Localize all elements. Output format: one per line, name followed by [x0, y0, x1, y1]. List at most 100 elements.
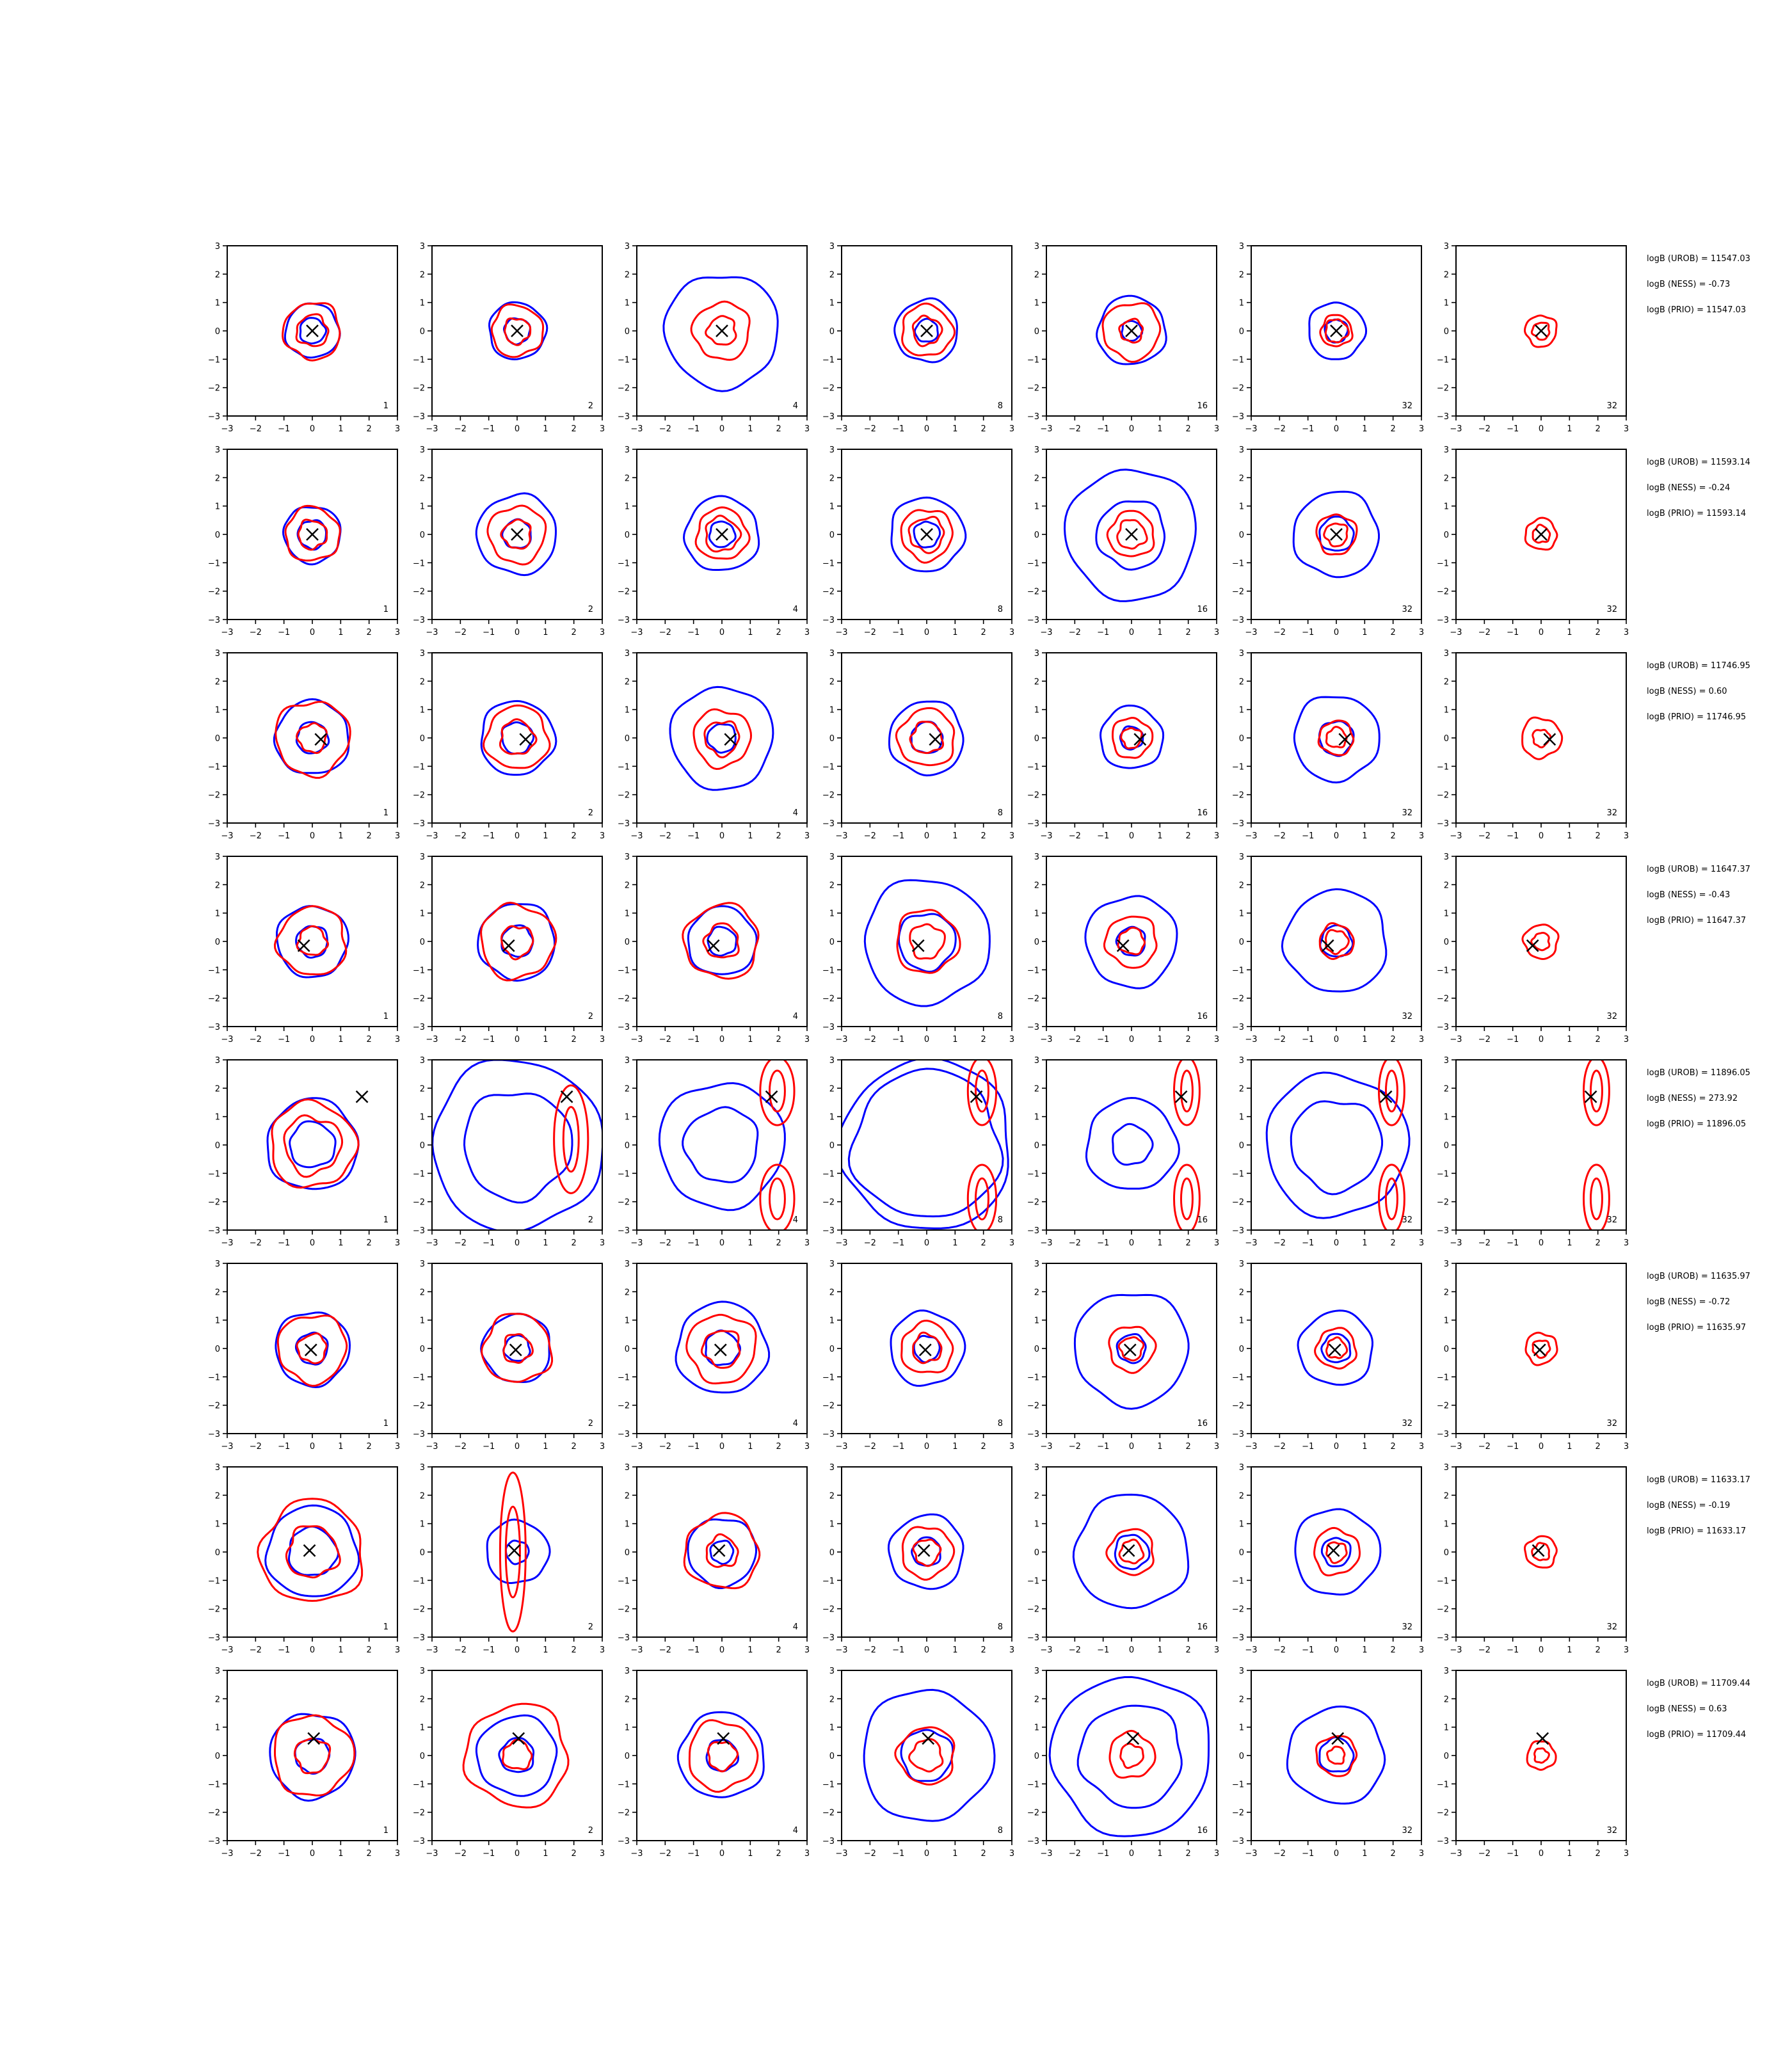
- contour-layer: [669, 685, 774, 791]
- x-tick-label: −3: [426, 831, 438, 841]
- x-tick-label: 1: [543, 1238, 548, 1248]
- y-tick-label: 1: [215, 1520, 220, 1530]
- red-contour: [1530, 932, 1551, 952]
- y-axis: 3 2 1 0 −1 −2 −3: [822, 1667, 842, 1846]
- x-axis: −3 −2 −1 0 1 2 3: [1450, 1841, 1629, 1859]
- panel-count-label: 1: [383, 1826, 388, 1836]
- y-tick-label: 1: [829, 1316, 835, 1326]
- red-contour: [759, 1164, 796, 1230]
- y-tick-label: 3: [215, 1463, 220, 1473]
- x-tick-label: 0: [924, 628, 929, 637]
- panel-count-label: 32: [1606, 1419, 1617, 1428]
- x-axis: −3 −2 −1 0 1 2 3: [1245, 1027, 1424, 1044]
- y-axis: 3 2 1 0 −1 −2 −3: [208, 445, 227, 625]
- x-tick-label: −3: [835, 1238, 847, 1248]
- x-axis: −3 −2 −1 0 1 2 3: [1040, 1841, 1219, 1859]
- x-tick-label: 2: [1186, 1849, 1191, 1859]
- y-axis: 3 2 1 0 −1 −2 −3: [618, 649, 637, 829]
- x-tick-label: 1: [1157, 1849, 1162, 1859]
- panel-r8-c5: −3 −2 −1 0 1 2 3 3 2 1 0 −1 −2 −3 16: [1027, 1667, 1219, 1859]
- y-tick-label: 3: [1444, 852, 1449, 862]
- x-tick-label: 3: [1419, 1645, 1424, 1655]
- y-tick-label: −1: [1437, 1169, 1449, 1179]
- y-tick-label: 1: [1034, 299, 1039, 308]
- y-tick-label: −3: [208, 819, 220, 829]
- y-axis: 3 2 1 0 −1 −2 −3: [413, 1260, 432, 1439]
- y-tick-label: 3: [420, 445, 425, 455]
- blue-contour: [847, 1068, 1004, 1218]
- y-tick-label: −2: [618, 1402, 630, 1411]
- panel-count-label: 4: [793, 1419, 798, 1428]
- y-axis: 3 2 1 0 −1 −2 −3: [822, 649, 842, 829]
- y-tick-label: −1: [1437, 355, 1449, 365]
- y-tick-label: −3: [1437, 616, 1449, 625]
- x-tick-label: 0: [515, 1645, 520, 1655]
- axes-frame: [841, 652, 1012, 824]
- true-point-marker: [1533, 1343, 1546, 1357]
- panel-count-label: 4: [793, 1826, 798, 1836]
- y-tick-label: 3: [625, 649, 630, 659]
- blue-contour: [1286, 1705, 1386, 1805]
- blue-contour: [1265, 1071, 1411, 1219]
- y-tick-label: −3: [822, 412, 835, 422]
- x-tick-label: −1: [278, 424, 290, 434]
- red-contour: [296, 1332, 328, 1364]
- y-tick-label: 3: [420, 1463, 425, 1473]
- y-tick-label: 1: [829, 706, 835, 716]
- x-tick-label: 2: [776, 1238, 781, 1248]
- axes-frame: [227, 856, 398, 1027]
- panel-r7-c5: −3 −2 −1 0 1 2 3 3 2 1 0 −1 −2 −3 16: [1027, 1463, 1219, 1655]
- y-tick-label: −1: [208, 966, 220, 975]
- panel-r4-c1: −3 −2 −1 0 1 2 3 3 2 1 0 −1 −2 −3 1: [208, 852, 400, 1044]
- x-tick-label: −2: [250, 1442, 262, 1452]
- x-tick-label: −2: [1274, 628, 1286, 637]
- contour-layer: [1524, 516, 1558, 551]
- axes-frame: [1046, 1670, 1217, 1841]
- x-tick-label: 1: [748, 1035, 753, 1044]
- x-tick-label: 1: [338, 1849, 343, 1859]
- y-tick-label: 3: [1444, 1667, 1449, 1676]
- y-tick-label: 2: [215, 1695, 220, 1704]
- y-tick-label: 1: [829, 909, 835, 919]
- y-tick-label: 0: [1444, 1752, 1449, 1761]
- logb-annotation-row-5: logB (UROB) = 11896.05 logB (NESS) = 273.…: [1647, 1068, 1750, 1129]
- panel-r6-c1: −3 −2 −1 0 1 2 3 3 2 1 0 −1 −2 −3 1: [208, 1260, 400, 1452]
- red-contour: [1106, 509, 1155, 557]
- x-tick-label: −1: [1302, 1645, 1314, 1655]
- x-tick-label: −2: [864, 1238, 876, 1248]
- y-tick-label: 2: [1239, 474, 1244, 483]
- y-tick-label: 1: [829, 1724, 835, 1733]
- red-contour: [1118, 1539, 1145, 1565]
- panel-count-label: 16: [1197, 401, 1208, 411]
- x-axis: −3 −2 −1 0 1 2 3: [1450, 620, 1629, 637]
- x-tick-label: −1: [278, 831, 290, 841]
- y-axis: 3 2 1 0 −1 −2 −3: [1232, 1667, 1251, 1846]
- x-tick-label: 0: [1129, 1645, 1134, 1655]
- y-tick-label: −2: [208, 588, 220, 597]
- y-tick-label: −2: [1232, 1605, 1244, 1615]
- x-tick-label: 1: [1157, 628, 1162, 637]
- y-tick-label: 2: [215, 1288, 220, 1297]
- x-axis: −3 −2 −1 0 1 2 3: [630, 416, 810, 434]
- x-tick-label: 2: [367, 1645, 372, 1655]
- contour-layer: [486, 1471, 551, 1633]
- x-tick-label: −3: [221, 831, 233, 841]
- x-tick-label: −1: [1302, 1035, 1314, 1044]
- blue-contour: [289, 1120, 337, 1169]
- axes-frame: [1455, 856, 1627, 1027]
- x-axis: −3 −2 −1 0 1 2 3: [835, 1230, 1014, 1248]
- panel-count-label: 8: [998, 1215, 1003, 1225]
- contour-layer: [266, 1097, 360, 1190]
- y-tick-label: −2: [413, 588, 425, 597]
- y-tick-label: −2: [1437, 384, 1449, 394]
- panel-count-label: 1: [383, 1419, 388, 1428]
- y-tick-label: −3: [1027, 1226, 1039, 1236]
- x-tick-label: 1: [1567, 1442, 1572, 1452]
- red-contour: [1531, 1542, 1550, 1562]
- x-tick-label: 2: [1391, 628, 1396, 637]
- y-tick-label: 1: [1239, 1316, 1244, 1326]
- red-contour: [504, 317, 532, 346]
- contour-layer: [1308, 301, 1368, 360]
- y-tick-label: −3: [208, 1023, 220, 1032]
- axes-frame: [1046, 856, 1217, 1027]
